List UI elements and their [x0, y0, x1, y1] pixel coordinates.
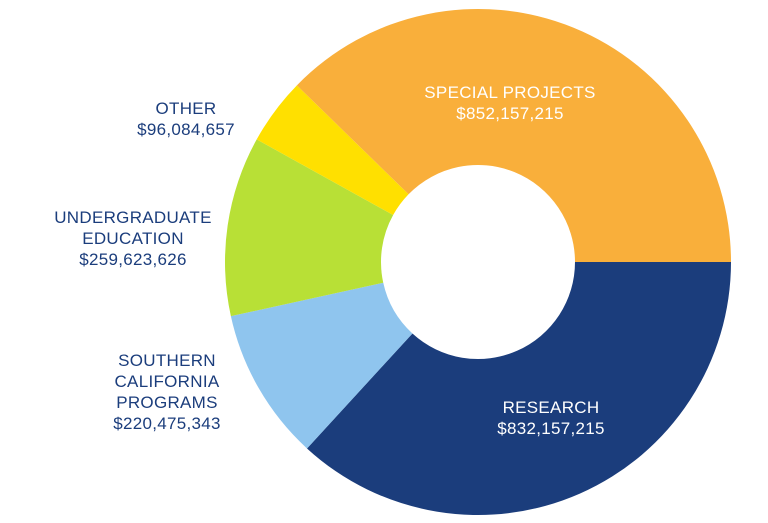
donut-slice	[296, 8, 731, 262]
slice-label: RESEARCH $832,157,215	[451, 397, 651, 439]
donut-slice	[306, 262, 731, 515]
slice-label: OTHER $96,084,657	[126, 98, 246, 140]
value-label: $220,475,343	[113, 414, 221, 433]
category-name: SOUTHERN CALIFORNIA PROGRAMS	[114, 351, 220, 412]
category-name: RESEARCH	[502, 398, 600, 417]
slice-label: SOUTHERN CALIFORNIA PROGRAMS $220,475,343	[102, 350, 232, 434]
slice-label: UNDERGRADUATE EDUCATION $259,623,626	[43, 207, 223, 270]
donut-slice	[225, 139, 394, 317]
donut-slice	[256, 85, 409, 215]
category-name: SPECIAL PROJECTS	[424, 83, 596, 102]
category-name: OTHER	[155, 99, 217, 118]
value-label: $832,157,215	[497, 419, 605, 438]
value-label: $852,157,215	[456, 104, 564, 123]
slice-label: SPECIAL PROJECTS $852,157,215	[380, 82, 640, 124]
value-label: $96,084,657	[137, 120, 235, 139]
category-name: UNDERGRADUATE EDUCATION	[54, 208, 212, 248]
donut-slice	[230, 282, 413, 449]
value-label: $259,623,626	[79, 250, 187, 269]
